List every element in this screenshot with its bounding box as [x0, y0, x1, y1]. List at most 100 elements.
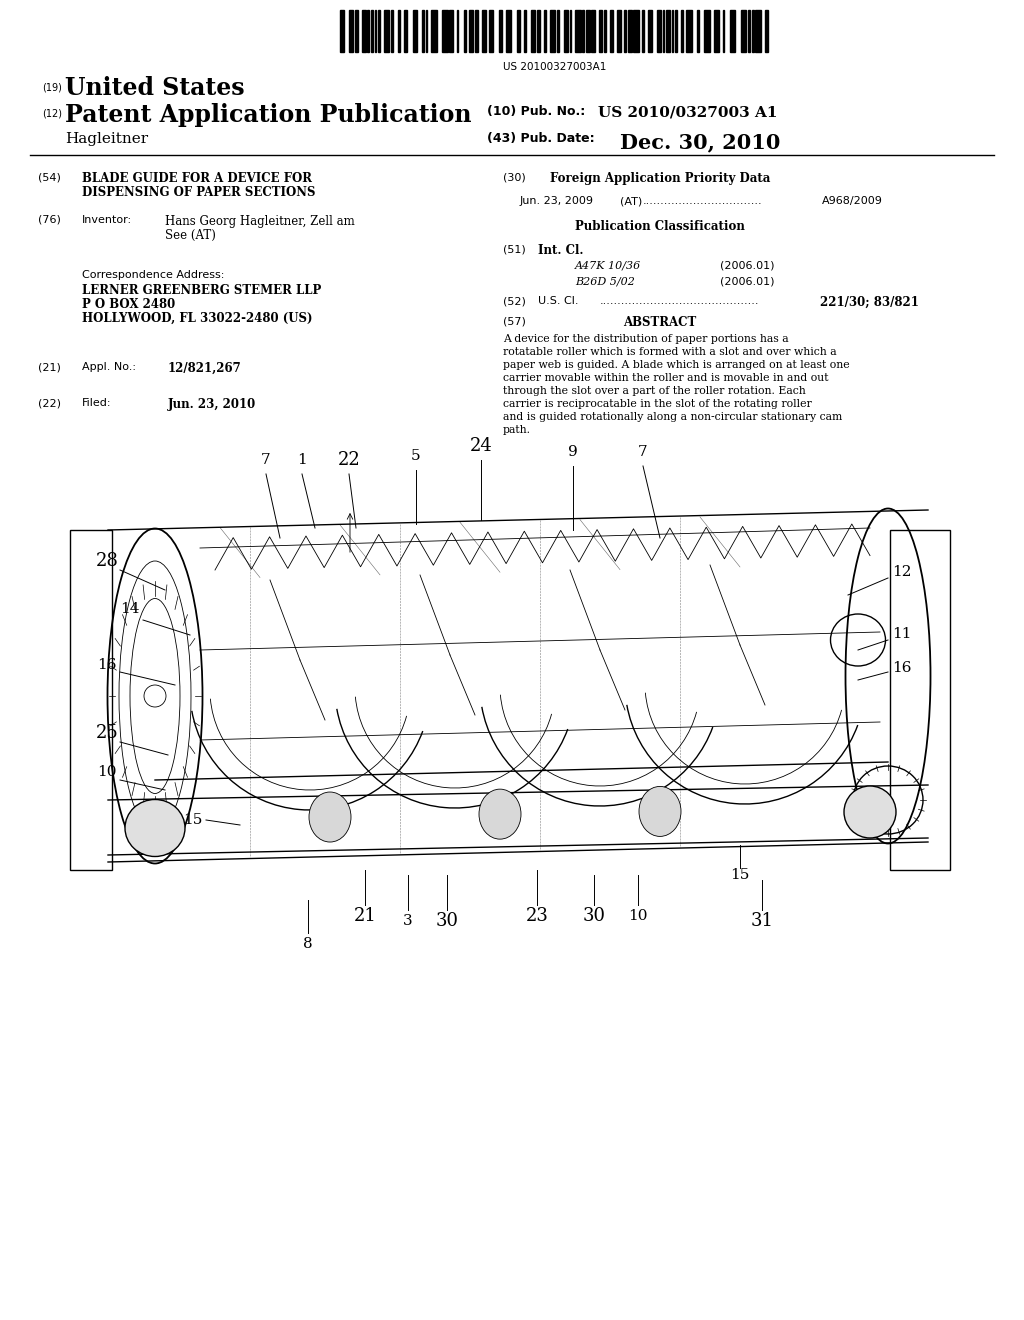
Text: 1: 1 [297, 453, 307, 467]
Ellipse shape [479, 789, 521, 840]
Bar [634, 11, 639, 51]
Bar [765, 11, 768, 51]
Bar [628, 11, 632, 51]
Text: (51): (51) [503, 244, 525, 253]
Text: (10) Pub. No.:: (10) Pub. No.: [487, 106, 586, 117]
Bar [657, 11, 660, 51]
Text: 12: 12 [892, 565, 911, 579]
Ellipse shape [844, 785, 896, 838]
Bar [681, 11, 683, 51]
Bar [604, 11, 606, 51]
Bar [524, 11, 526, 51]
Bar [749, 11, 750, 51]
Text: (2006.01): (2006.01) [720, 276, 774, 286]
Bar [575, 11, 581, 51]
Bar [752, 11, 754, 51]
Text: BLADE GUIDE FOR A DEVICE FOR: BLADE GUIDE FOR A DEVICE FOR [82, 172, 312, 185]
Text: carrier is reciprocatable in the slot of the rotating roller: carrier is reciprocatable in the slot of… [503, 399, 812, 409]
Text: 11: 11 [892, 627, 911, 642]
Text: B26D 5/02: B26D 5/02 [575, 276, 635, 286]
Text: (21): (21) [38, 362, 60, 372]
Bar [361, 11, 366, 51]
Bar [592, 11, 595, 51]
Text: P O BOX 2480: P O BOX 2480 [82, 298, 175, 312]
Bar [730, 11, 735, 51]
Bar [340, 11, 344, 51]
Bar [625, 11, 626, 51]
Bar [583, 11, 584, 51]
Text: 25: 25 [95, 723, 119, 742]
Text: 22: 22 [338, 451, 360, 469]
Bar [550, 11, 555, 51]
Text: 21: 21 [353, 907, 377, 925]
Bar [586, 11, 590, 51]
Bar [371, 11, 373, 51]
Text: Filed:: Filed: [82, 399, 112, 408]
Text: 5: 5 [412, 449, 421, 463]
Bar [714, 11, 719, 51]
Text: path.: path. [503, 425, 531, 436]
Text: 10: 10 [629, 909, 648, 923]
Bar [403, 11, 408, 51]
Bar [599, 11, 602, 51]
Bar [70, 531, 112, 870]
Text: 9: 9 [568, 445, 578, 459]
Text: Correspondence Address:: Correspondence Address: [82, 271, 224, 280]
Bar [426, 11, 427, 51]
Text: 24: 24 [470, 437, 493, 455]
Bar [697, 11, 699, 51]
Bar [544, 11, 546, 51]
Text: Jun. 23, 2009: Jun. 23, 2009 [520, 195, 594, 206]
Text: 31: 31 [751, 912, 773, 931]
Bar [537, 11, 541, 51]
Bar [667, 11, 670, 51]
Bar [354, 11, 358, 51]
Bar [368, 11, 370, 51]
Text: carrier movable within the roller and is movable in and out: carrier movable within the roller and is… [503, 374, 828, 383]
Bar [517, 11, 520, 51]
Bar [672, 11, 674, 51]
Text: and is guided rotationally along a non-circular stationary cam: and is guided rotationally along a non-c… [503, 412, 843, 422]
Text: ............................................: ........................................… [600, 296, 760, 306]
Text: (AT): (AT) [620, 195, 642, 206]
Text: 16: 16 [892, 661, 911, 675]
Text: US 2010/0327003 A1: US 2010/0327003 A1 [598, 106, 777, 119]
Text: (43) Pub. Date:: (43) Pub. Date: [487, 132, 595, 145]
Text: 23: 23 [525, 907, 549, 925]
Text: 14: 14 [120, 602, 139, 616]
Bar [482, 11, 485, 51]
Bar [890, 531, 950, 870]
Text: 8: 8 [303, 937, 312, 950]
Text: Appl. No.:: Appl. No.: [82, 362, 136, 372]
Bar [349, 11, 352, 51]
Text: (12): (12) [42, 108, 62, 117]
Text: A47K 10/36: A47K 10/36 [575, 260, 641, 271]
Text: (2006.01): (2006.01) [720, 260, 774, 271]
Text: (52): (52) [503, 296, 526, 306]
Text: 12/821,267: 12/821,267 [168, 362, 242, 375]
Text: 30: 30 [583, 907, 605, 925]
Ellipse shape [309, 792, 351, 842]
Text: 3: 3 [403, 913, 413, 928]
Text: ABSTRACT: ABSTRACT [624, 315, 696, 329]
Text: .................................: ................................. [643, 195, 763, 206]
Bar [531, 11, 535, 51]
Text: (54): (54) [38, 172, 60, 182]
Bar [564, 11, 567, 51]
Bar [378, 11, 380, 51]
Text: Inventor:: Inventor: [82, 215, 132, 224]
Text: United States: United States [65, 77, 245, 100]
Bar [648, 11, 651, 51]
Bar [723, 11, 724, 51]
Bar [489, 11, 493, 51]
Text: rotatable roller which is formed with a slot and over which a: rotatable roller which is formed with a … [503, 347, 837, 356]
Bar [609, 11, 613, 51]
Ellipse shape [639, 787, 681, 837]
Bar [442, 11, 447, 51]
Text: 7: 7 [261, 453, 270, 467]
Text: (57): (57) [503, 315, 526, 326]
Text: 221/30; 83/821: 221/30; 83/821 [820, 296, 919, 309]
Bar [642, 11, 644, 51]
Bar [686, 11, 691, 51]
Text: HOLLYWOOD, FL 33022-2480 (US): HOLLYWOOD, FL 33022-2480 (US) [82, 312, 312, 325]
